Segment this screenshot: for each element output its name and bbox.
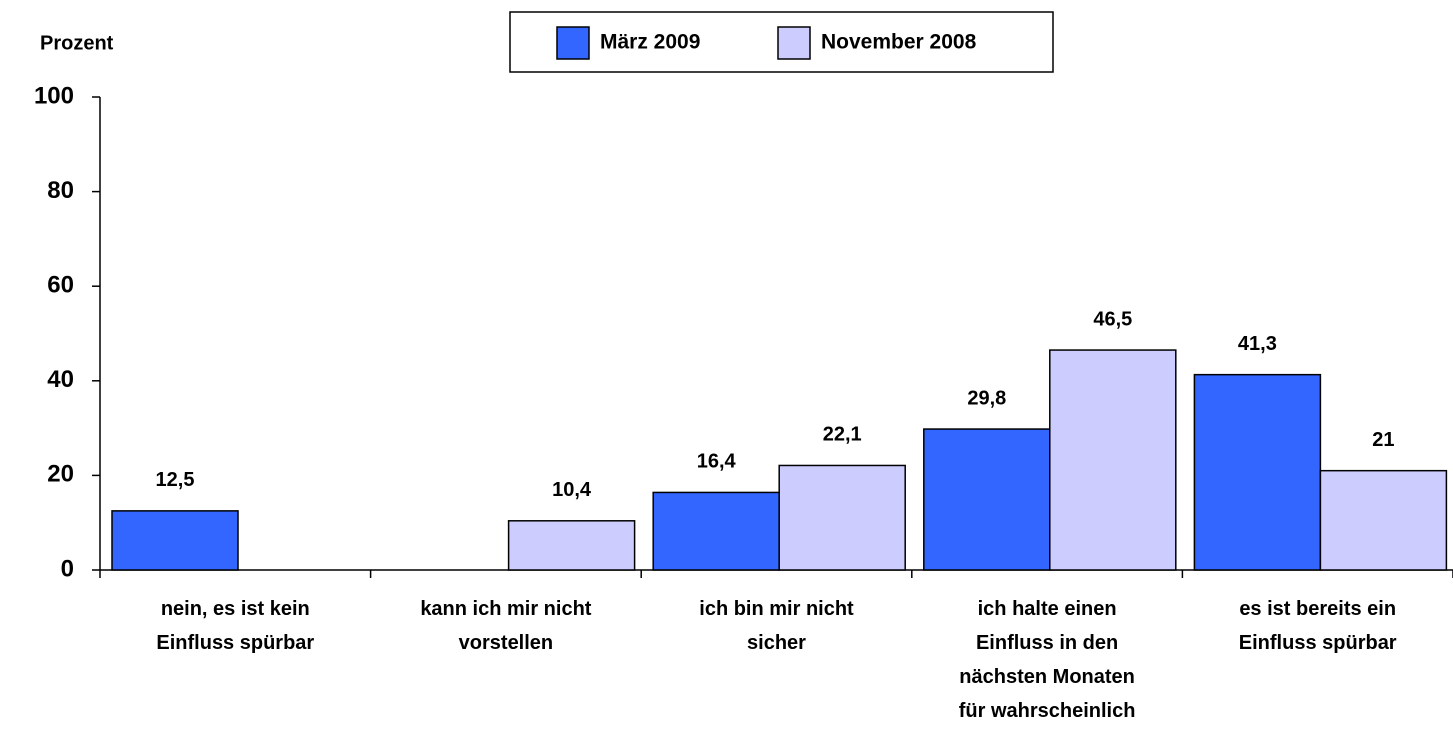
y-tick-label: 60 [47,272,74,299]
y-tick-label: 100 [34,82,74,109]
bar [652,491,780,571]
legend-swatch [777,26,811,60]
y-tick-label: 80 [47,177,74,204]
value-label: 16,4 [697,451,737,473]
legend-label: März 2009 [600,31,700,54]
y-axis-label: Prozent [40,32,114,54]
x-tick-label: nein, es ist kein Einfluss spürbar [156,598,314,654]
legend-swatch [556,26,590,60]
value-label: 10,4 [552,479,592,501]
x-tick-label: ich halte einen Einfluss in den nächsten M… [959,598,1136,722]
bar [1319,469,1448,571]
y-tick-label: 40 [47,366,74,393]
bar [778,464,906,571]
bar [1193,373,1322,571]
y-tick-label: 0 [61,555,74,582]
value-label: 29,8 [967,387,1006,409]
value-label: 46,5 [1093,308,1132,330]
bar [1049,349,1177,571]
x-tick-label: ich bin mir nicht sicher [699,598,854,654]
value-label: 12,5 [156,469,195,491]
x-tick-label: es ist bereits ein Einfluss spürbar [1239,598,1397,654]
value-label: 22,1 [823,424,862,446]
bar [923,428,1051,571]
bar [507,520,636,571]
y-tick-label: 20 [47,461,74,488]
bar [111,510,239,571]
legend-label: November 2008 [821,31,977,54]
value-label: 21 [1372,429,1394,451]
x-tick-label: kann ich mir nicht vorstellen [420,598,591,654]
value-label: 41,3 [1238,333,1277,355]
